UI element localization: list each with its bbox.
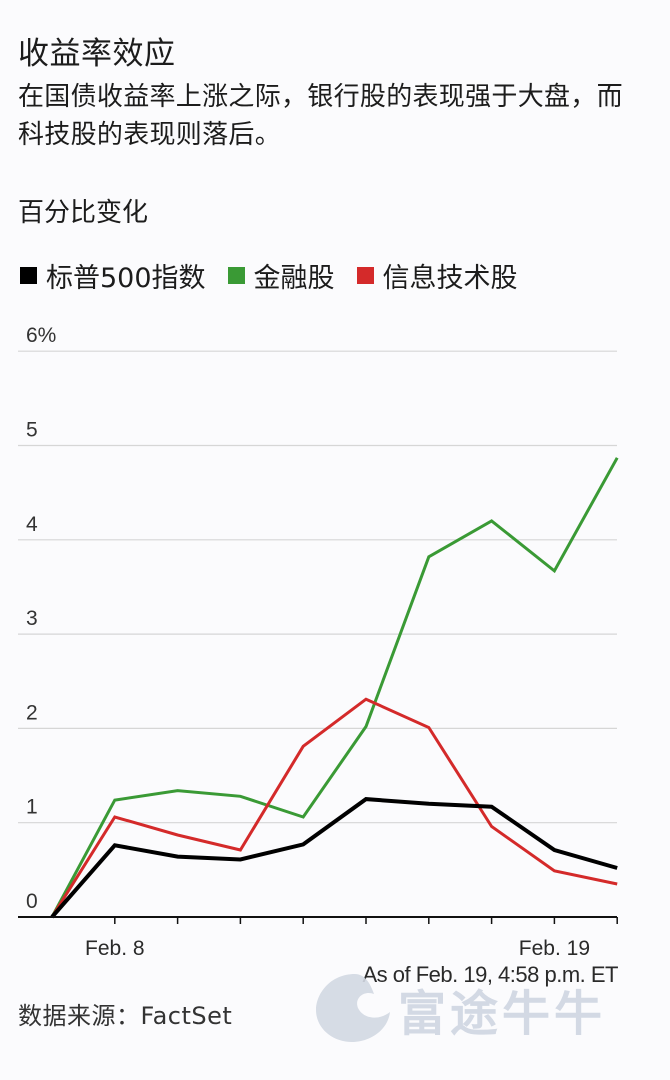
legend-item-sp500: 标普500指数 — [20, 256, 206, 295]
futu-logo-icon — [316, 974, 390, 1042]
legend-item-tech: 信息技术股 — [356, 256, 518, 295]
chart-title: 收益率效应 — [18, 36, 176, 72]
series-line — [50, 457, 619, 918]
gridlines — [18, 350, 617, 824]
y-axis-unit-label: 百分比变化 — [18, 198, 149, 228]
x-axis: Feb. 8 Feb. 19 — [18, 916, 618, 960]
legend-swatch-black — [20, 267, 37, 284]
legend-label: 金融股 — [253, 263, 335, 294]
y-tick-label: 4 — [26, 513, 38, 536]
y-tick-label: 1 — [26, 796, 38, 819]
x-tick-label: Feb. 19 — [519, 937, 590, 960]
y-tick-label: 3 — [26, 607, 38, 630]
y-tick-label: 0 — [26, 890, 38, 913]
series-line — [50, 697, 618, 918]
legend: 标普500指数 金融股 信息技术股 — [20, 256, 540, 295]
y-tick-label: 2 — [26, 701, 38, 724]
legend-label: 标普500指数 — [46, 263, 206, 294]
watermark: 富途牛牛 — [310, 968, 640, 1048]
legend-item-financials: 金融股 — [227, 256, 335, 295]
y-axis-labels: 0 1 2 3 4 5 6% — [26, 324, 56, 913]
data-source: 数据来源：FactSet — [18, 1002, 233, 1030]
series-lines — [50, 457, 619, 919]
watermark-text: 富途牛牛 — [398, 986, 607, 1042]
series-line — [50, 797, 618, 919]
chart-subtitle: 在国债收益率上涨之际，银行股的表现强于大盘，而科技股的表现则落后。 — [18, 82, 623, 150]
as-of-timestamp: As of Feb. 19, 4:58 p.m. ET — [362, 962, 618, 987]
y-tick-label: 5 — [26, 419, 38, 442]
legend-swatch-red — [356, 267, 374, 284]
legend-swatch-green — [227, 267, 245, 284]
legend-label: 信息技术股 — [382, 263, 518, 294]
x-tick-label: Feb. 8 — [85, 937, 145, 960]
y-tick-label: 6% — [26, 324, 56, 347]
